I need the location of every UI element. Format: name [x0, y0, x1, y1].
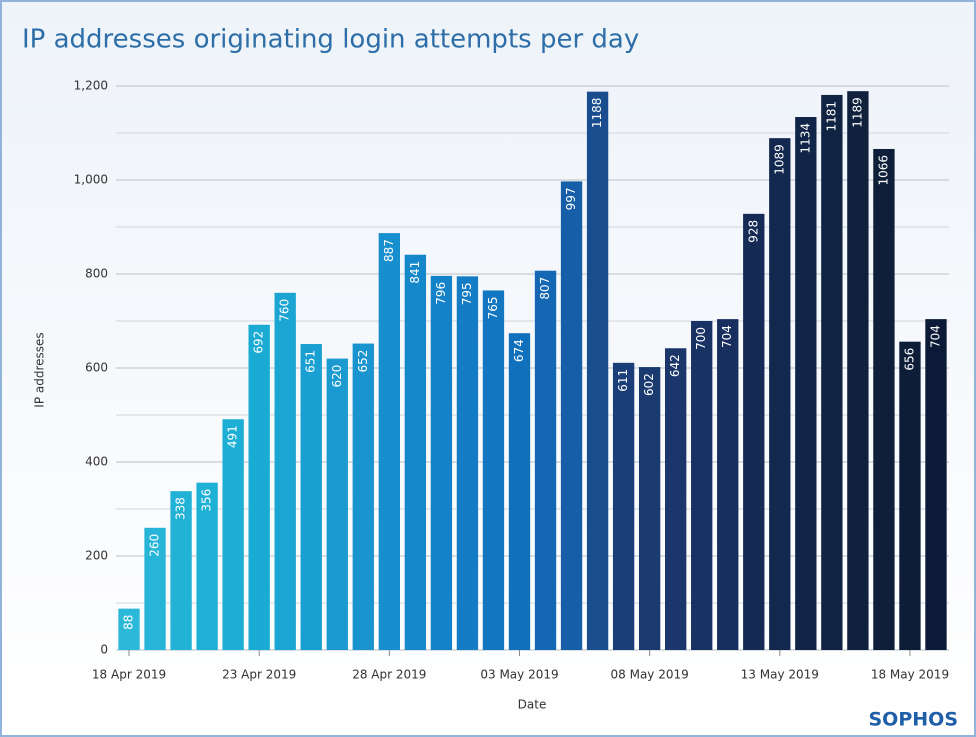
y-axis-label: IP addresses	[33, 332, 47, 407]
bar	[508, 333, 531, 650]
bar	[196, 482, 218, 650]
y-tick-label: 400	[85, 455, 108, 469]
bar	[795, 117, 817, 650]
value-label: 338	[174, 497, 188, 520]
bar	[769, 138, 791, 651]
y-tick-label: 800	[85, 267, 108, 281]
bar	[378, 233, 401, 651]
brand-logo: SOPHOS	[869, 709, 959, 731]
bar	[586, 91, 609, 650]
value-label: 602	[642, 373, 656, 396]
y-tick-label: 600	[85, 361, 108, 375]
value-label: 704	[720, 325, 734, 348]
value-label: 1189	[850, 97, 864, 128]
bar	[847, 91, 869, 651]
y-tick-label: 1,200	[74, 79, 108, 93]
value-label: 1181	[824, 101, 838, 132]
value-label: 997	[564, 187, 578, 210]
bar	[404, 254, 427, 651]
bar	[482, 290, 505, 650]
value-label: 260	[148, 534, 162, 557]
x-tick-label: 13 May 2019	[741, 668, 819, 682]
bar	[170, 491, 192, 650]
value-label: 1188	[590, 98, 604, 129]
bar	[743, 213, 765, 650]
bar	[925, 319, 947, 650]
value-label: 1066	[876, 155, 890, 186]
bar	[534, 270, 557, 650]
bar	[300, 344, 322, 650]
x-tick-label: 28 Apr 2019	[352, 668, 426, 682]
x-tick-label: 23 Apr 2019	[222, 668, 296, 682]
bar	[118, 608, 140, 650]
value-label: 928	[746, 220, 760, 243]
x-axis-label: Date	[518, 698, 547, 712]
chart-title: IP addresses originating login attempts …	[22, 25, 639, 55]
bar	[144, 527, 166, 650]
value-label: 765	[486, 296, 500, 319]
bar	[326, 358, 348, 650]
bar	[274, 292, 296, 650]
bar	[560, 181, 583, 650]
x-tick-label: 18 May 2019	[871, 668, 949, 682]
bar	[873, 148, 895, 651]
value-label: 760	[278, 299, 292, 322]
value-label: 692	[252, 331, 266, 354]
bar	[821, 94, 843, 651]
value-label: 704	[928, 325, 942, 348]
value-label: 620	[330, 365, 344, 388]
value-label: 807	[538, 277, 552, 300]
value-label: 1134	[798, 123, 812, 154]
y-tick-label: 0	[100, 643, 108, 657]
bar	[222, 419, 244, 650]
value-label: 887	[382, 239, 396, 262]
value-label: 491	[226, 425, 240, 448]
value-label: 652	[356, 350, 370, 373]
value-label: 1089	[772, 144, 786, 175]
value-label: 841	[408, 261, 422, 284]
y-tick-label: 200	[85, 549, 108, 563]
bar	[612, 362, 635, 650]
bar	[691, 321, 713, 650]
x-tick-label: 03 May 2019	[480, 668, 558, 682]
value-label: 700	[694, 327, 708, 350]
value-label: 656	[902, 348, 916, 371]
x-tick-label: 08 May 2019	[611, 668, 689, 682]
bar	[352, 343, 374, 650]
x-tick-label: 18 Apr 2019	[92, 668, 166, 682]
value-label: 674	[512, 339, 526, 362]
bar	[456, 276, 479, 650]
bar	[430, 275, 453, 650]
value-label: 356	[200, 489, 214, 512]
value-label: 88	[122, 615, 136, 630]
value-label: 795	[460, 282, 474, 305]
value-label: 611	[616, 369, 630, 392]
value-label: 796	[434, 282, 448, 305]
bar	[717, 319, 739, 650]
bar	[664, 348, 687, 650]
bar	[638, 367, 661, 650]
bar	[248, 324, 270, 650]
value-label: 642	[668, 354, 682, 377]
value-label: 651	[304, 350, 318, 373]
y-tick-label: 1,000	[74, 173, 108, 187]
bar	[899, 341, 921, 650]
